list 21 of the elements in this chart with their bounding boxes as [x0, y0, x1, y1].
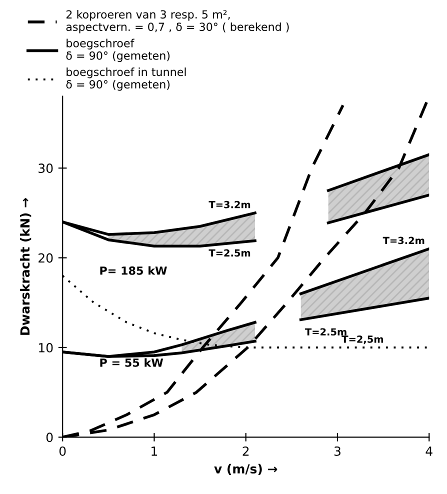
annotation: P = 55 kW	[100, 358, 164, 367]
y-tick-label: 10	[39, 342, 53, 352]
annotation: T=2.5m	[305, 328, 346, 336]
x-tick-label: 4	[426, 446, 432, 456]
y-tick-label: 20	[38, 253, 53, 263]
annotation: T=2,5m	[342, 335, 384, 344]
y-tick-label: 0	[46, 432, 53, 442]
annotation: P= 185 kW	[100, 266, 167, 275]
x-tick-label: 3	[334, 446, 340, 456]
x-tick-label: 0	[59, 446, 66, 456]
y-tick-label: 30	[38, 164, 53, 174]
legend-label: boegschroef δ = 90° (gemeten)	[66, 38, 170, 62]
annotation: T=2.5m	[208, 249, 250, 257]
annotation: T=3.2m	[382, 236, 424, 244]
y-axis-title: Dwarskracht (kN) →	[20, 198, 32, 335]
legend-label: 2 koproeren van 3 resp. 5 m², aspectvern. = 0,7 , δ = 30° ( berekend )	[66, 10, 289, 34]
x-axis-title: v (m/s) →	[214, 464, 278, 476]
legend-label: boegschroef in tunnel δ = 90° (gemeten)	[66, 68, 186, 91]
x-tick-label: 1	[152, 446, 158, 456]
annotation: T=3.2m	[208, 200, 250, 208]
x-tick-label: 2	[242, 446, 249, 456]
